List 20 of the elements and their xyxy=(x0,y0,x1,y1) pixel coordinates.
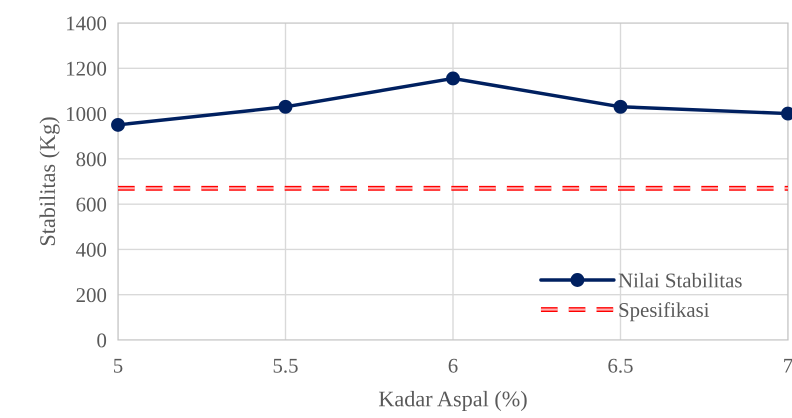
point xyxy=(278,100,292,114)
y-tick-label: 1000 xyxy=(67,106,106,122)
y-tick-label: 600 xyxy=(76,198,106,212)
y-tick-label: 400 xyxy=(76,242,106,257)
point xyxy=(614,100,628,114)
x-tick-label: 5.5 xyxy=(274,358,298,373)
y-tick-label: 0 xyxy=(97,333,106,348)
y-tick-label: 800 xyxy=(76,152,106,166)
y-axis-title: Stabilitas (Kg) xyxy=(39,117,60,246)
x-axis-title: Kadar Aspal (%) xyxy=(378,390,527,411)
x-tick-label: 5 xyxy=(114,358,122,373)
y-tick-label: 1400 xyxy=(67,16,106,30)
legend-label: Spesifikasi xyxy=(619,302,710,322)
point xyxy=(446,72,460,86)
point xyxy=(111,118,125,132)
legend-label: Nilai Stabilitas xyxy=(618,272,742,288)
y-tick-label: 1200 xyxy=(67,62,106,76)
y-tick-label: 200 xyxy=(76,288,106,302)
x-tick-label: 6.5 xyxy=(608,358,633,373)
x-tick-label: 6 xyxy=(448,358,458,373)
